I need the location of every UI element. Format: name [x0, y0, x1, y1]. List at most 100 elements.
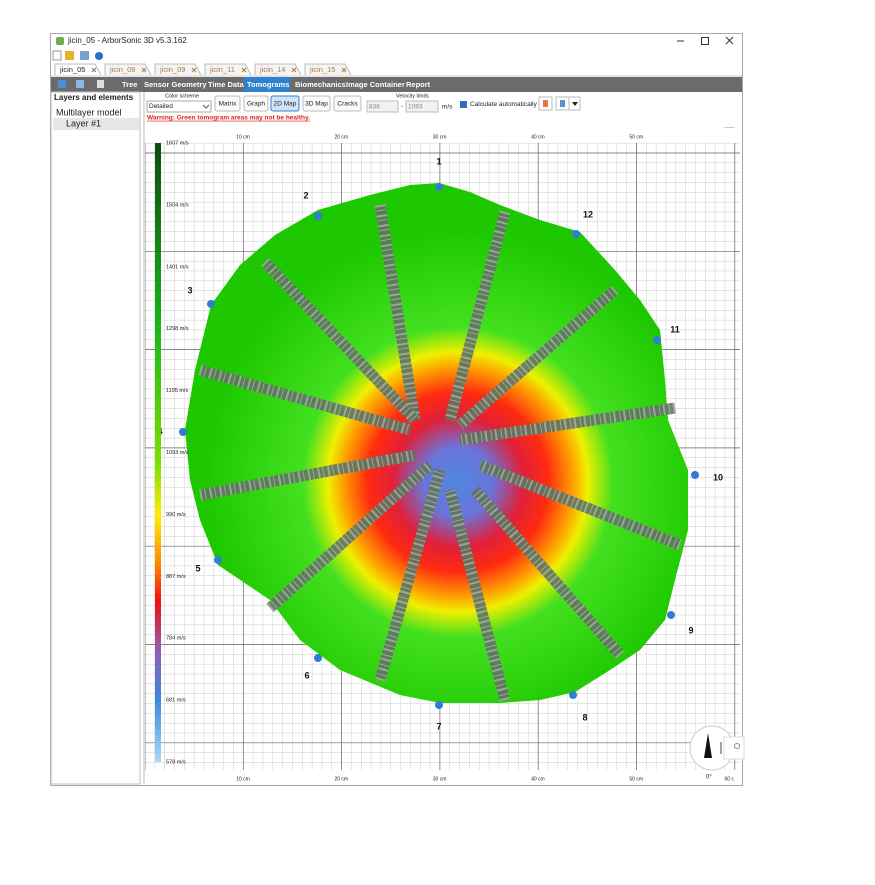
tab-close-icon[interactable] — [291, 67, 297, 73]
window-title: jicin_05 - ArborSonic 3D v5.3.162 — [67, 36, 187, 45]
dropdown-arrow[interactable] — [202, 104, 210, 109]
input-value[interactable]: 1093 — [408, 104, 423, 111]
color-scheme-dropdown[interactable] — [146, 100, 212, 113]
tab-close-icon[interactable] — [141, 67, 147, 73]
ray-texture — [374, 204, 421, 421]
sensor-label: 5 — [195, 563, 200, 573]
window-controls[interactable] — [677, 36, 734, 45]
tab[interactable] — [254, 63, 302, 76]
tab-close-icon[interactable] — [91, 67, 97, 73]
colorbar-label: 1401 m/s — [166, 264, 189, 270]
sensor[interactable] — [435, 183, 443, 191]
view-button[interactable] — [333, 95, 362, 112]
colorbar-label: 1607 m/s — [166, 140, 189, 146]
view-button-label[interactable]: Matrix — [219, 101, 237, 108]
ray-texture — [266, 460, 434, 613]
tab-close-icon[interactable] — [341, 67, 347, 73]
colorbar-label: 1504 m/s — [166, 202, 189, 208]
input-value[interactable]: 836 — [369, 104, 380, 111]
view-button-label[interactable]: Graph — [247, 101, 265, 108]
sensor[interactable] — [435, 701, 443, 709]
ray-texture — [477, 459, 683, 551]
menu-item[interactable]: Tree — [122, 80, 137, 89]
toolbar-icons[interactable] — [538, 96, 581, 111]
tree-item[interactable]: Layer #1 — [66, 118, 101, 128]
ray-texture — [459, 402, 676, 446]
sensor[interactable] — [314, 212, 322, 220]
tab-label[interactable]: jicin_15 — [309, 65, 335, 74]
sensor-label: 9 — [688, 625, 693, 635]
sensor-label: 1 — [436, 156, 441, 166]
tab-label[interactable]: jicin_14 — [259, 65, 285, 74]
sensor[interactable] — [207, 300, 215, 308]
menu-icons[interactable] — [58, 80, 104, 88]
axis-label: 10 cm — [236, 776, 250, 782]
ray-texture — [456, 285, 619, 430]
tab-label[interactable]: jicin_11 — [209, 65, 235, 74]
tab-label[interactable]: jicin_05 — [59, 65, 85, 74]
ray — [470, 486, 625, 659]
sidebar-selection — [53, 118, 139, 130]
menu-item[interactable]: Biomechanics — [295, 80, 346, 89]
sensor-label: 3 — [187, 285, 192, 295]
sensor-label: 11 — [670, 324, 680, 334]
view-button[interactable] — [214, 95, 241, 112]
menu-item[interactable]: Image Container — [346, 80, 405, 89]
compass-angle: 0° — [706, 775, 712, 781]
view-button[interactable] — [270, 95, 300, 112]
label: Velocity limits — [396, 93, 429, 99]
tab-close-icon[interactable] — [191, 67, 197, 73]
colorbar-label: 1093 m/s — [166, 450, 189, 456]
dropdown-value[interactable]: Detailed — [149, 103, 173, 110]
tab-label[interactable]: jicin_09 — [159, 65, 185, 74]
warning: Warning: Green tomogram areas may not be… — [147, 115, 310, 122]
axis-label: 20 cm — [334, 134, 348, 140]
ray-texture — [444, 210, 511, 422]
sensor[interactable] — [569, 691, 577, 699]
separator: - — [401, 104, 403, 111]
sensor-label: 10 — [713, 472, 723, 482]
colorbar-label: 1298 m/s — [166, 326, 189, 332]
tab[interactable] — [304, 63, 352, 76]
menu-item[interactable]: Report — [406, 80, 431, 89]
active-menu-highlight — [244, 77, 290, 92]
view-button-label[interactable]: 2D Map — [274, 101, 297, 108]
view-button[interactable] — [243, 95, 269, 112]
tab-close-icon[interactable] — [241, 67, 247, 73]
auto-checkbox[interactable] — [460, 101, 467, 108]
tab[interactable] — [204, 63, 252, 76]
ray — [198, 449, 417, 501]
menu-item[interactable]: Time Data — [208, 80, 245, 89]
sensor-label: 8 — [582, 712, 587, 722]
colorbar-label: 578 m/s — [166, 759, 186, 765]
sensor[interactable] — [691, 471, 699, 479]
sensor[interactable] — [214, 556, 222, 564]
axis-label: 30 cm — [433, 776, 447, 782]
view-button-label[interactable]: Cracks — [337, 101, 358, 108]
sensor[interactable] — [179, 428, 187, 436]
ray — [374, 468, 446, 682]
colorbar — [155, 143, 161, 762]
colorbar-label: 784 m/s — [166, 636, 186, 642]
tab[interactable] — [104, 63, 152, 76]
velocity-max-input[interactable] — [405, 100, 439, 113]
menu-item[interactable]: Tomograms — [247, 80, 289, 89]
sensor[interactable] — [667, 611, 675, 619]
view-button-label[interactable]: 3D Map — [305, 101, 328, 108]
tab-label[interactable]: jicin_08 — [109, 65, 135, 74]
sensor[interactable] — [653, 336, 661, 344]
sensor[interactable] — [314, 654, 322, 662]
velocity-min-input[interactable] — [366, 100, 399, 113]
tab[interactable] — [54, 63, 102, 76]
tab[interactable] — [154, 63, 202, 76]
axis-label: 50 cm — [629, 134, 643, 140]
sensor[interactable] — [572, 230, 580, 238]
ray-texture — [444, 488, 511, 702]
view-button[interactable] — [302, 95, 331, 112]
tree-item[interactable]: Multilayer model — [56, 107, 122, 117]
menu-item[interactable]: Sensor Geometry — [144, 80, 207, 89]
checkbox-label[interactable]: Calculate automatically — [470, 101, 538, 108]
quick-toolbar[interactable] — [52, 50, 103, 61]
